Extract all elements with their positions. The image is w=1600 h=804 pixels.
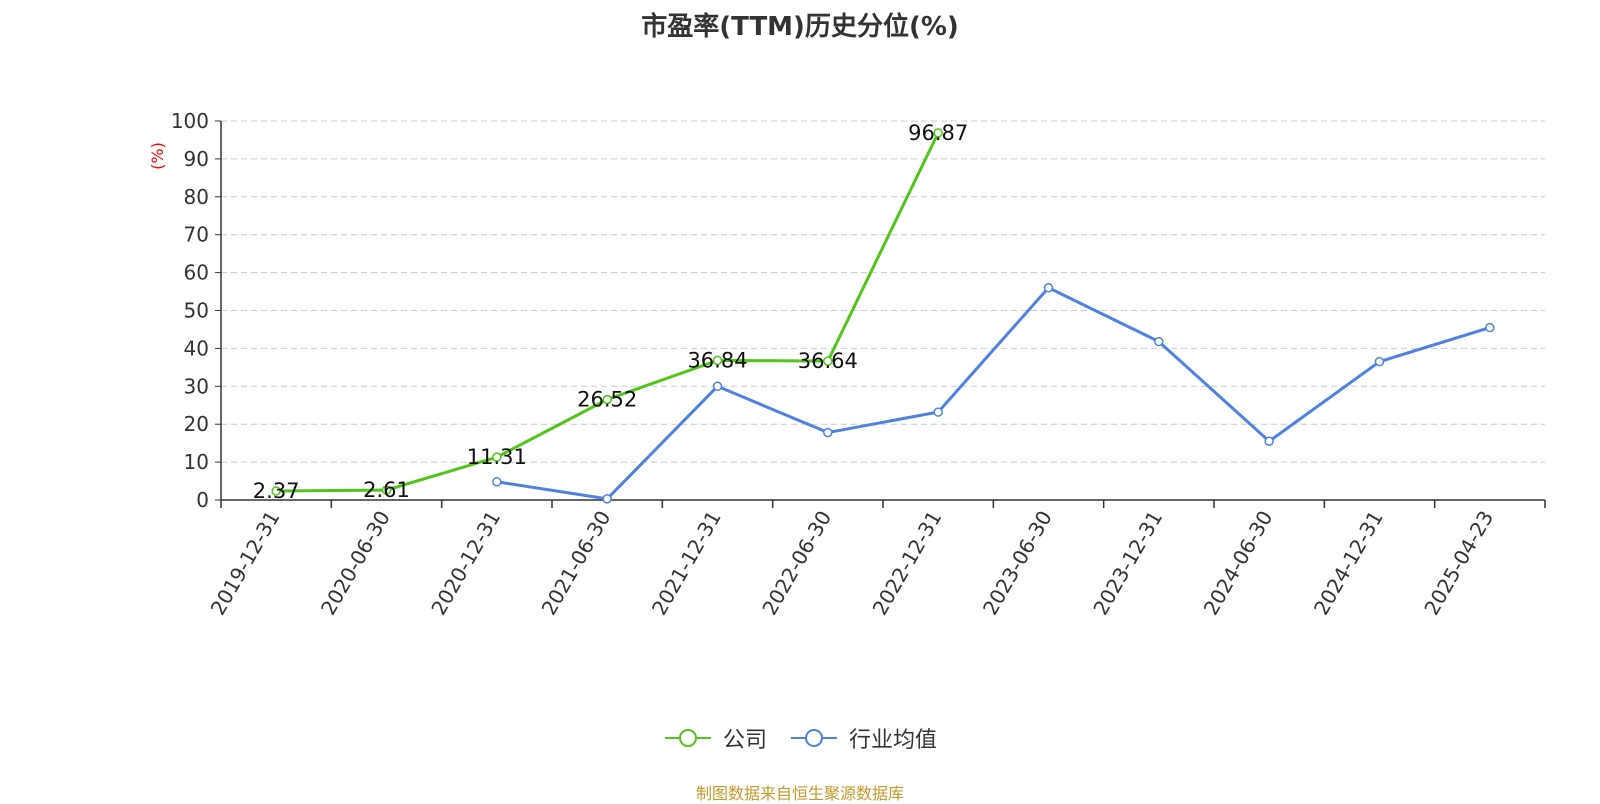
data-point (1485, 322, 1495, 333)
x-tick-label: 2021-06-30 (537, 507, 616, 620)
legend: 公司 行业均值 (0, 722, 1600, 754)
data-label: 2.61 (363, 478, 410, 502)
data-point (602, 494, 612, 504)
data-label: 11.31 (467, 445, 527, 469)
x-tick-label: 2022-06-30 (757, 507, 836, 620)
y-tick-label: 90 (184, 147, 209, 171)
data-label: 96.87 (908, 121, 968, 145)
data-label: 36.84 (687, 348, 747, 372)
series-line-0 (276, 132, 940, 493)
series-line-1 (496, 286, 1491, 501)
y-tick-label: 60 (184, 261, 209, 285)
data-point (492, 477, 502, 487)
data-point (602, 394, 612, 405)
data-point (1264, 436, 1274, 447)
data-point (1374, 356, 1385, 367)
x-tick-label: 2021-12-31 (647, 507, 726, 620)
legend-swatch-company (664, 729, 711, 747)
chart-title: 市盈率(TTM)历史分位(%) (641, 12, 959, 42)
x-tick-label: 2022-12-31 (868, 507, 947, 620)
x-tick-label: 2024-06-30 (1199, 507, 1278, 620)
legend-item-company[interactable]: 公司 (663, 722, 767, 754)
data-label: 2.37 (253, 479, 300, 503)
y-tick-label: 30 (184, 374, 209, 398)
data-label: 36.64 (798, 349, 858, 373)
data-source-note: 制图数据来自恒生聚源数据库 (695, 784, 904, 803)
legend-item-industry[interactable]: 行业均值 (789, 722, 937, 754)
y-axis-label: (%) (148, 142, 167, 170)
y-tick-label: 40 (184, 336, 209, 360)
x-tick-label: 2019-12-31 (206, 507, 285, 620)
data-point (712, 381, 723, 392)
legend-label-company: 公司 (722, 728, 767, 753)
y-tick-label: 100 (171, 109, 209, 133)
data-point (823, 356, 833, 366)
y-tick-label: 70 (184, 223, 209, 247)
y-tick-label: 80 (184, 185, 209, 209)
data-point (381, 485, 392, 495)
x-tick-label: 2025-04-23 (1419, 507, 1498, 620)
data-point (1154, 336, 1164, 347)
data-point (712, 355, 723, 366)
data-point (823, 427, 833, 438)
y-tick-label: 50 (184, 299, 209, 323)
data-point (933, 128, 943, 138)
data-point (933, 407, 943, 417)
y-tick-label: 10 (184, 450, 209, 474)
x-tick-label: 2023-12-31 (1088, 507, 1167, 620)
line-chart: 0 10 20 30 40 50 60 70 80 90 100(%) 2019-12-31 2020-… (148, 109, 1546, 620)
x-tick-label: 2023-06-30 (978, 507, 1057, 620)
legend-swatch-industry (791, 729, 837, 747)
y-tick-label: 20 (184, 412, 209, 436)
data-label: 26.52 (577, 387, 637, 411)
data-point (271, 486, 281, 496)
x-tick-label: 2020-06-30 (316, 507, 395, 620)
x-tick-label: 2024-12-31 (1309, 507, 1388, 620)
legend-label-industry: 行业均值 (849, 728, 938, 753)
x-tick-label: 2020-12-31 (426, 507, 505, 620)
data-point (1043, 283, 1054, 293)
y-tick-label: 0 (196, 488, 209, 512)
data-point (492, 452, 502, 462)
